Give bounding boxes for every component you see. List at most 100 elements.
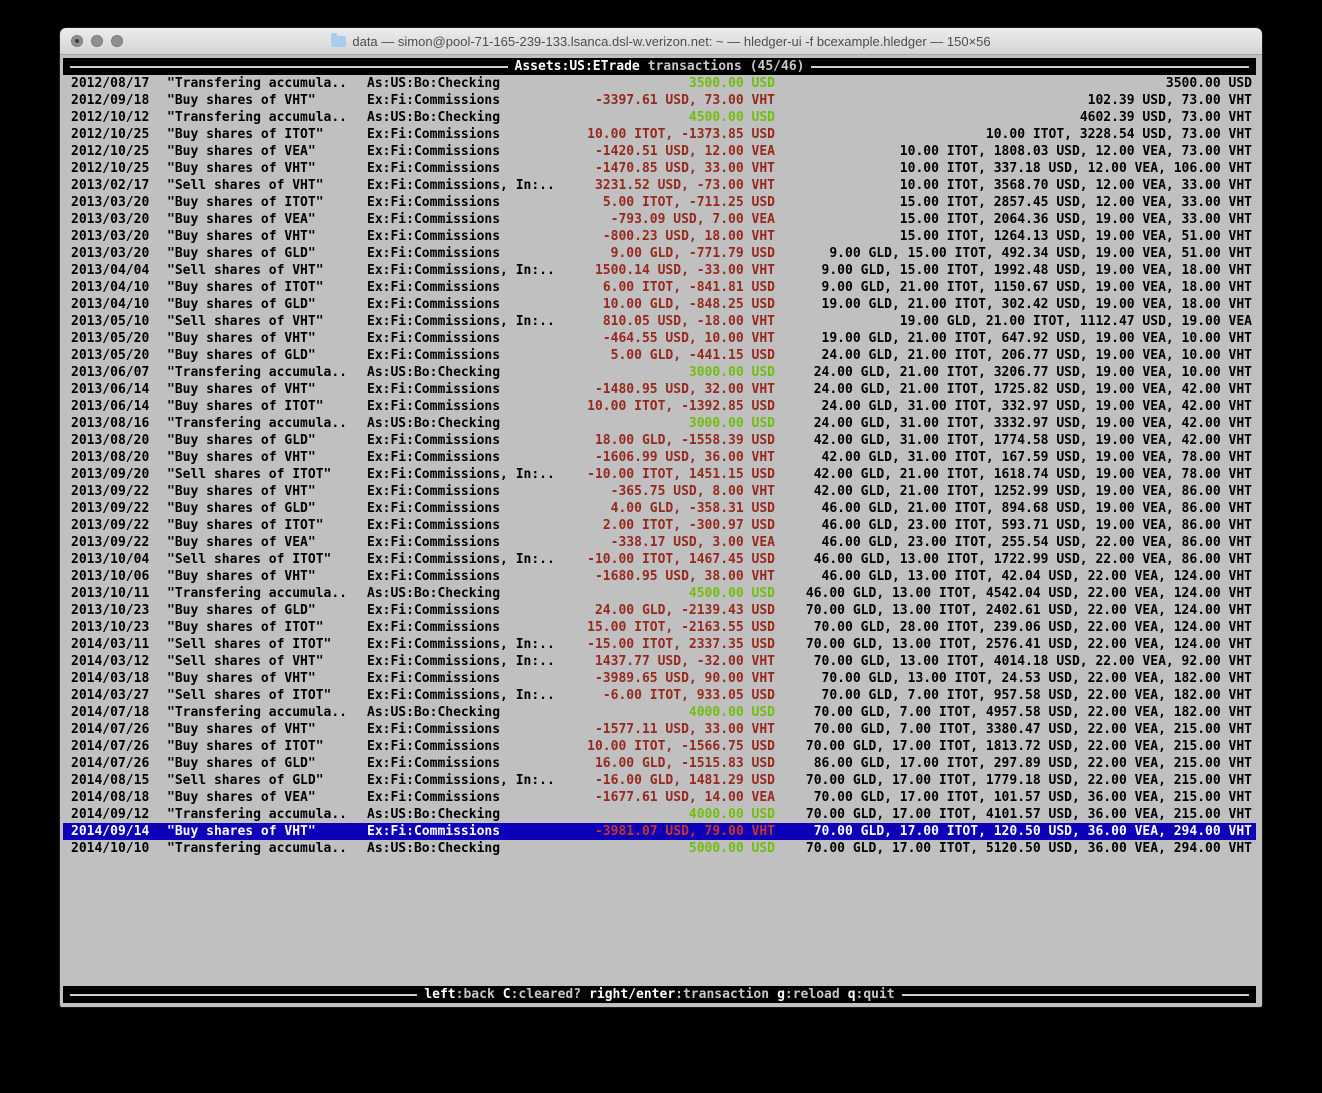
txn-description: "Transfering accumula..: [167, 705, 348, 720]
txn-date: 2013/03/20: [71, 195, 150, 210]
txn-amount: 10.00 ITOT, -1392.85 USD: [587, 399, 775, 414]
transaction-row[interactable]: 2013/08/20 "Buy shares of VHT" Ex:Fi:Com…: [63, 449, 1256, 466]
txn-amount: 15.00 ITOT, -2163.55 USD: [587, 620, 775, 635]
txn-other-accounts: Ex:Fi:Commissions, In:..: [367, 263, 555, 278]
transaction-row[interactable]: 2014/09/14 "Buy shares of VHT" Ex:Fi:Com…: [63, 823, 1256, 840]
txn-date: 2014/07/26: [71, 739, 150, 754]
txn-other-accounts: Ex:Fi:Commissions: [367, 297, 501, 312]
txn-description: "Transfering accumula..: [167, 416, 348, 431]
txn-running-balance: 24.00 GLD, 31.00 ITOT, 332.97 USD, 19.00…: [821, 399, 1252, 414]
transaction-row[interactable]: 2013/10/23 "Buy shares of ITOT" Ex:Fi:Co…: [63, 619, 1256, 636]
transaction-row[interactable]: 2013/08/20 "Buy shares of GLD" Ex:Fi:Com…: [63, 432, 1256, 449]
transaction-row[interactable]: 2014/03/12 "Sell shares of VHT" Ex:Fi:Co…: [63, 653, 1256, 670]
key-binding: C:cleared?: [502, 987, 582, 1002]
txn-date: 2014/03/27: [71, 688, 150, 703]
transaction-row[interactable]: 2013/04/04 "Sell shares of VHT" Ex:Fi:Co…: [63, 262, 1256, 279]
transaction-row[interactable]: 2012/10/25 "Buy shares of VEA" Ex:Fi:Com…: [63, 143, 1256, 160]
txn-date: 2013/08/20: [71, 450, 150, 465]
txn-description: "Buy shares of ITOT": [167, 280, 324, 295]
transaction-row[interactable]: 2012/08/17 "Transfering accumula.. As:US…: [63, 75, 1256, 92]
transaction-list: 2012/08/17 "Transfering accumula.. As:US…: [63, 75, 1256, 857]
transaction-row[interactable]: 2013/03/20 "Buy shares of ITOT" Ex:Fi:Co…: [63, 194, 1256, 211]
txn-other-accounts: Ex:Fi:Commissions: [367, 501, 501, 516]
transaction-row[interactable]: 2014/03/27 "Sell shares of ITOT" Ex:Fi:C…: [63, 687, 1256, 704]
txn-amount: 4.00 GLD, -358.31 USD: [610, 501, 775, 516]
transaction-row[interactable]: 2014/03/18 "Buy shares of VHT" Ex:Fi:Com…: [63, 670, 1256, 687]
transaction-row[interactable]: 2013/06/14 "Buy shares of ITOT" Ex:Fi:Co…: [63, 398, 1256, 415]
footer-rule-left: [70, 993, 418, 996]
transaction-row[interactable]: 2014/03/11 "Sell shares of ITOT" Ex:Fi:C…: [63, 636, 1256, 653]
txn-amount: 4500.00 USD: [688, 110, 775, 125]
transaction-row[interactable]: 2013/04/10 "Buy shares of GLD" Ex:Fi:Com…: [63, 296, 1256, 313]
txn-amount: 5.00 ITOT, -711.25 USD: [602, 195, 775, 210]
transaction-row[interactable]: 2013/03/20 "Buy shares of VHT" Ex:Fi:Com…: [63, 228, 1256, 245]
transaction-row[interactable]: 2014/08/15 "Sell shares of GLD" Ex:Fi:Co…: [63, 772, 1256, 789]
txn-running-balance: 9.00 GLD, 21.00 ITOT, 1150.67 USD, 19.00…: [821, 280, 1252, 295]
transaction-row[interactable]: 2013/10/23 "Buy shares of GLD" Ex:Fi:Com…: [63, 602, 1256, 619]
zoom-button[interactable]: [111, 35, 123, 47]
transaction-row[interactable]: 2012/10/25 "Buy shares of VHT" Ex:Fi:Com…: [63, 160, 1256, 177]
transaction-row[interactable]: 2014/07/26 "Buy shares of VHT" Ex:Fi:Com…: [63, 721, 1256, 738]
transaction-row[interactable]: 2013/05/20 "Buy shares of VHT" Ex:Fi:Com…: [63, 330, 1256, 347]
txn-description: "Sell shares of ITOT": [167, 637, 332, 652]
transaction-row[interactable]: 2013/05/10 "Sell shares of VHT" Ex:Fi:Co…: [63, 313, 1256, 330]
txn-other-accounts: As:US:Bo:Checking: [367, 110, 501, 125]
transaction-row[interactable]: 2013/09/22 "Buy shares of VEA" Ex:Fi:Com…: [63, 534, 1256, 551]
transaction-row[interactable]: 2013/09/22 "Buy shares of VHT" Ex:Fi:Com…: [63, 483, 1256, 500]
transaction-row[interactable]: 2013/08/16 "Transfering accumula.. As:US…: [63, 415, 1256, 432]
transaction-row[interactable]: 2013/05/20 "Buy shares of GLD" Ex:Fi:Com…: [63, 347, 1256, 364]
txn-amount: -15.00 ITOT, 2337.35 USD: [587, 637, 775, 652]
txn-description: "Buy shares of ITOT": [167, 127, 324, 142]
txn-amount: -793.09 USD, 7.00 VEA: [610, 212, 775, 227]
txn-running-balance: 86.00 GLD, 17.00 ITOT, 297.89 USD, 22.00…: [813, 756, 1252, 771]
txn-other-accounts: Ex:Fi:Commissions: [367, 144, 501, 159]
transaction-row[interactable]: 2014/09/12 "Transfering accumula.. As:US…: [63, 806, 1256, 823]
transaction-row[interactable]: 2014/07/26 "Buy shares of ITOT" Ex:Fi:Co…: [63, 738, 1256, 755]
transaction-row[interactable]: 2013/02/17 "Sell shares of VHT" Ex:Fi:Co…: [63, 177, 1256, 194]
txn-other-accounts: Ex:Fi:Commissions: [367, 212, 501, 227]
txn-amount: 810.05 USD, -18.00 VHT: [602, 314, 775, 329]
transaction-row[interactable]: 2012/09/18 "Buy shares of VHT" Ex:Fi:Com…: [63, 92, 1256, 109]
txn-amount: -1606.99 USD, 36.00 VHT: [594, 450, 775, 465]
transaction-row[interactable]: 2013/06/07 "Transfering accumula.. As:US…: [63, 364, 1256, 381]
txn-running-balance: 70.00 GLD, 13.00 ITOT, 4014.18 USD, 22.0…: [813, 654, 1252, 669]
transaction-row[interactable]: 2013/09/22 "Buy shares of GLD" Ex:Fi:Com…: [63, 500, 1256, 517]
txn-other-accounts: Ex:Fi:Commissions: [367, 603, 501, 618]
txn-running-balance: 46.00 GLD, 21.00 ITOT, 894.68 USD, 19.00…: [821, 501, 1252, 516]
register-header-bar: Assets:US:ETrade transactions (45/46): [63, 58, 1256, 75]
transaction-row[interactable]: 2012/10/25 "Buy shares of ITOT" Ex:Fi:Co…: [63, 126, 1256, 143]
txn-running-balance: 10.00 ITOT, 337.18 USD, 12.00 VEA, 106.0…: [899, 161, 1252, 176]
txn-description: "Buy shares of VEA": [167, 535, 316, 550]
transaction-row[interactable]: 2013/10/06 "Buy shares of VHT" Ex:Fi:Com…: [63, 568, 1256, 585]
txn-amount: -1577.11 USD, 33.00 VHT: [594, 722, 775, 737]
txn-amount: 3000.00 USD: [688, 416, 775, 431]
txn-description: "Buy shares of ITOT": [167, 195, 324, 210]
minimize-button[interactable]: [91, 35, 103, 47]
txn-other-accounts: As:US:Bo:Checking: [367, 807, 501, 822]
txn-running-balance: 70.00 GLD, 17.00 ITOT, 101.57 USD, 36.00…: [813, 790, 1252, 805]
txn-amount: 10.00 GLD, -848.25 USD: [602, 297, 775, 312]
transaction-row[interactable]: 2013/06/14 "Buy shares of VHT" Ex:Fi:Com…: [63, 381, 1256, 398]
txn-running-balance: 3500.00 USD: [1165, 76, 1252, 91]
transaction-row[interactable]: 2013/09/22 "Buy shares of ITOT" Ex:Fi:Co…: [63, 517, 1256, 534]
txn-running-balance: 70.00 GLD, 17.00 ITOT, 4101.57 USD, 36.0…: [805, 807, 1252, 822]
txn-running-balance: 70.00 GLD, 17.00 ITOT, 5120.50 USD, 36.0…: [805, 841, 1252, 856]
txn-other-accounts: Ex:Fi:Commissions, In:..: [367, 467, 555, 482]
transaction-row[interactable]: 2013/10/11 "Transfering accumula.. As:US…: [63, 585, 1256, 602]
window-title: data — simon@pool-71-165-239-133.lsanca.…: [352, 33, 991, 49]
transaction-row[interactable]: 2013/09/20 "Sell shares of ITOT" Ex:Fi:C…: [63, 466, 1256, 483]
transaction-row[interactable]: 2013/04/10 "Buy shares of ITOT" Ex:Fi:Co…: [63, 279, 1256, 296]
transaction-row[interactable]: 2014/08/18 "Buy shares of VEA" Ex:Fi:Com…: [63, 789, 1256, 806]
txn-other-accounts: Ex:Fi:Commissions: [367, 620, 501, 635]
transaction-row[interactable]: 2013/03/20 "Buy shares of GLD" Ex:Fi:Com…: [63, 245, 1256, 262]
txn-running-balance: 4602.39 USD, 73.00 VHT: [1079, 110, 1252, 125]
transaction-row[interactable]: 2014/07/18 "Transfering accumula.. As:US…: [63, 704, 1256, 721]
transaction-row[interactable]: 2014/07/26 "Buy shares of GLD" Ex:Fi:Com…: [63, 755, 1256, 772]
transaction-row[interactable]: 2013/03/20 "Buy shares of VEA" Ex:Fi:Com…: [63, 211, 1256, 228]
transaction-row[interactable]: 2012/10/12 "Transfering accumula.. As:US…: [63, 109, 1256, 126]
transaction-row[interactable]: 2014/10/10 "Transfering accumula.. As:US…: [63, 840, 1256, 857]
txn-date: 2014/09/12: [71, 807, 150, 822]
txn-description: "Sell shares of ITOT": [167, 467, 332, 482]
close-button[interactable]: [71, 35, 83, 47]
transaction-row[interactable]: 2013/10/04 "Sell shares of ITOT" Ex:Fi:C…: [63, 551, 1256, 568]
